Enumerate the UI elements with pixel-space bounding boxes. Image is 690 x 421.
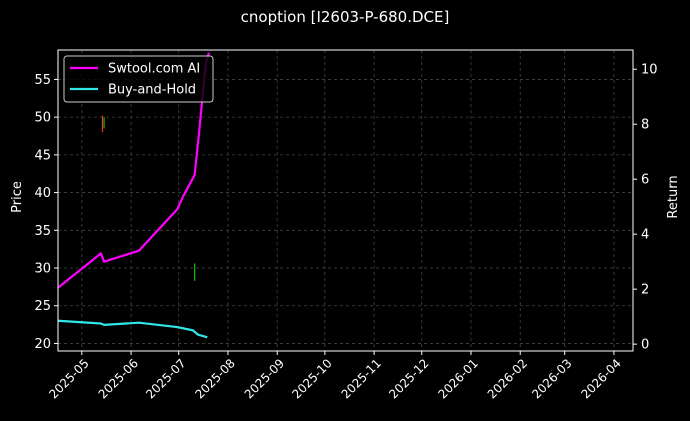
x-tick-label: 2025-12 [386,356,431,401]
y-right-tick-label: 6 [641,173,649,188]
y-right-tick-label: 10 [641,63,658,78]
y-left-tick-label: 45 [34,148,51,163]
x-tick-label: 2025-10 [289,356,334,401]
legend: Swtool.com AI Buy-and-Hold [63,55,214,103]
y-left-tick-label: 40 [34,186,51,201]
x-tick-label: 2025-06 [96,356,141,401]
y-axis-right: 0 2 4 6 8 10 [633,63,658,353]
y-left-tick-label: 35 [34,224,51,239]
chart-title: cnoption [I2603-P-680.DCE] [241,8,450,26]
legend-label: Swtool.com AI [108,62,200,77]
y-right-tick-label: 8 [641,118,649,133]
y-left-tick-label: 25 [34,299,51,314]
y-right-tick-label: 2 [641,283,649,298]
y-left-tick-label: 30 [34,262,51,277]
series-line [57,319,208,339]
y-left-tick-label: 55 [34,73,51,88]
y-left-tick-label: 20 [34,337,51,352]
y-axis-label-left: Price [10,181,25,213]
x-tick-label: 2026-01 [436,356,481,401]
y-right-tick-label: 0 [641,338,649,353]
legend-label: Buy-and-Hold [108,83,196,98]
y-left-tick-label: 50 [34,111,51,126]
x-tick-label: 2026-03 [529,356,574,401]
x-tick-label: 2026-04 [578,356,623,401]
x-tick-label: 2025-09 [242,356,287,401]
x-axis: 2025-05 2025-06 2025-07 2025-08 2025-09 2025-… [46,351,624,402]
markers [101,115,196,281]
y-right-tick-label: 4 [641,228,649,243]
y-axis-label-right: Return [666,175,681,218]
grid [58,50,633,351]
x-tick-label: 2026-02 [485,356,530,401]
x-tick-label: 2025-05 [46,356,91,401]
x-tick-label: 2025-07 [143,356,188,401]
plot-frame [57,49,634,352]
x-tick-label: 2025-08 [193,356,238,401]
y-axis-left: 20 25 30 35 40 45 50 55 [34,73,58,352]
legend-box [63,55,214,103]
x-tick-label: 2025-11 [339,356,384,401]
